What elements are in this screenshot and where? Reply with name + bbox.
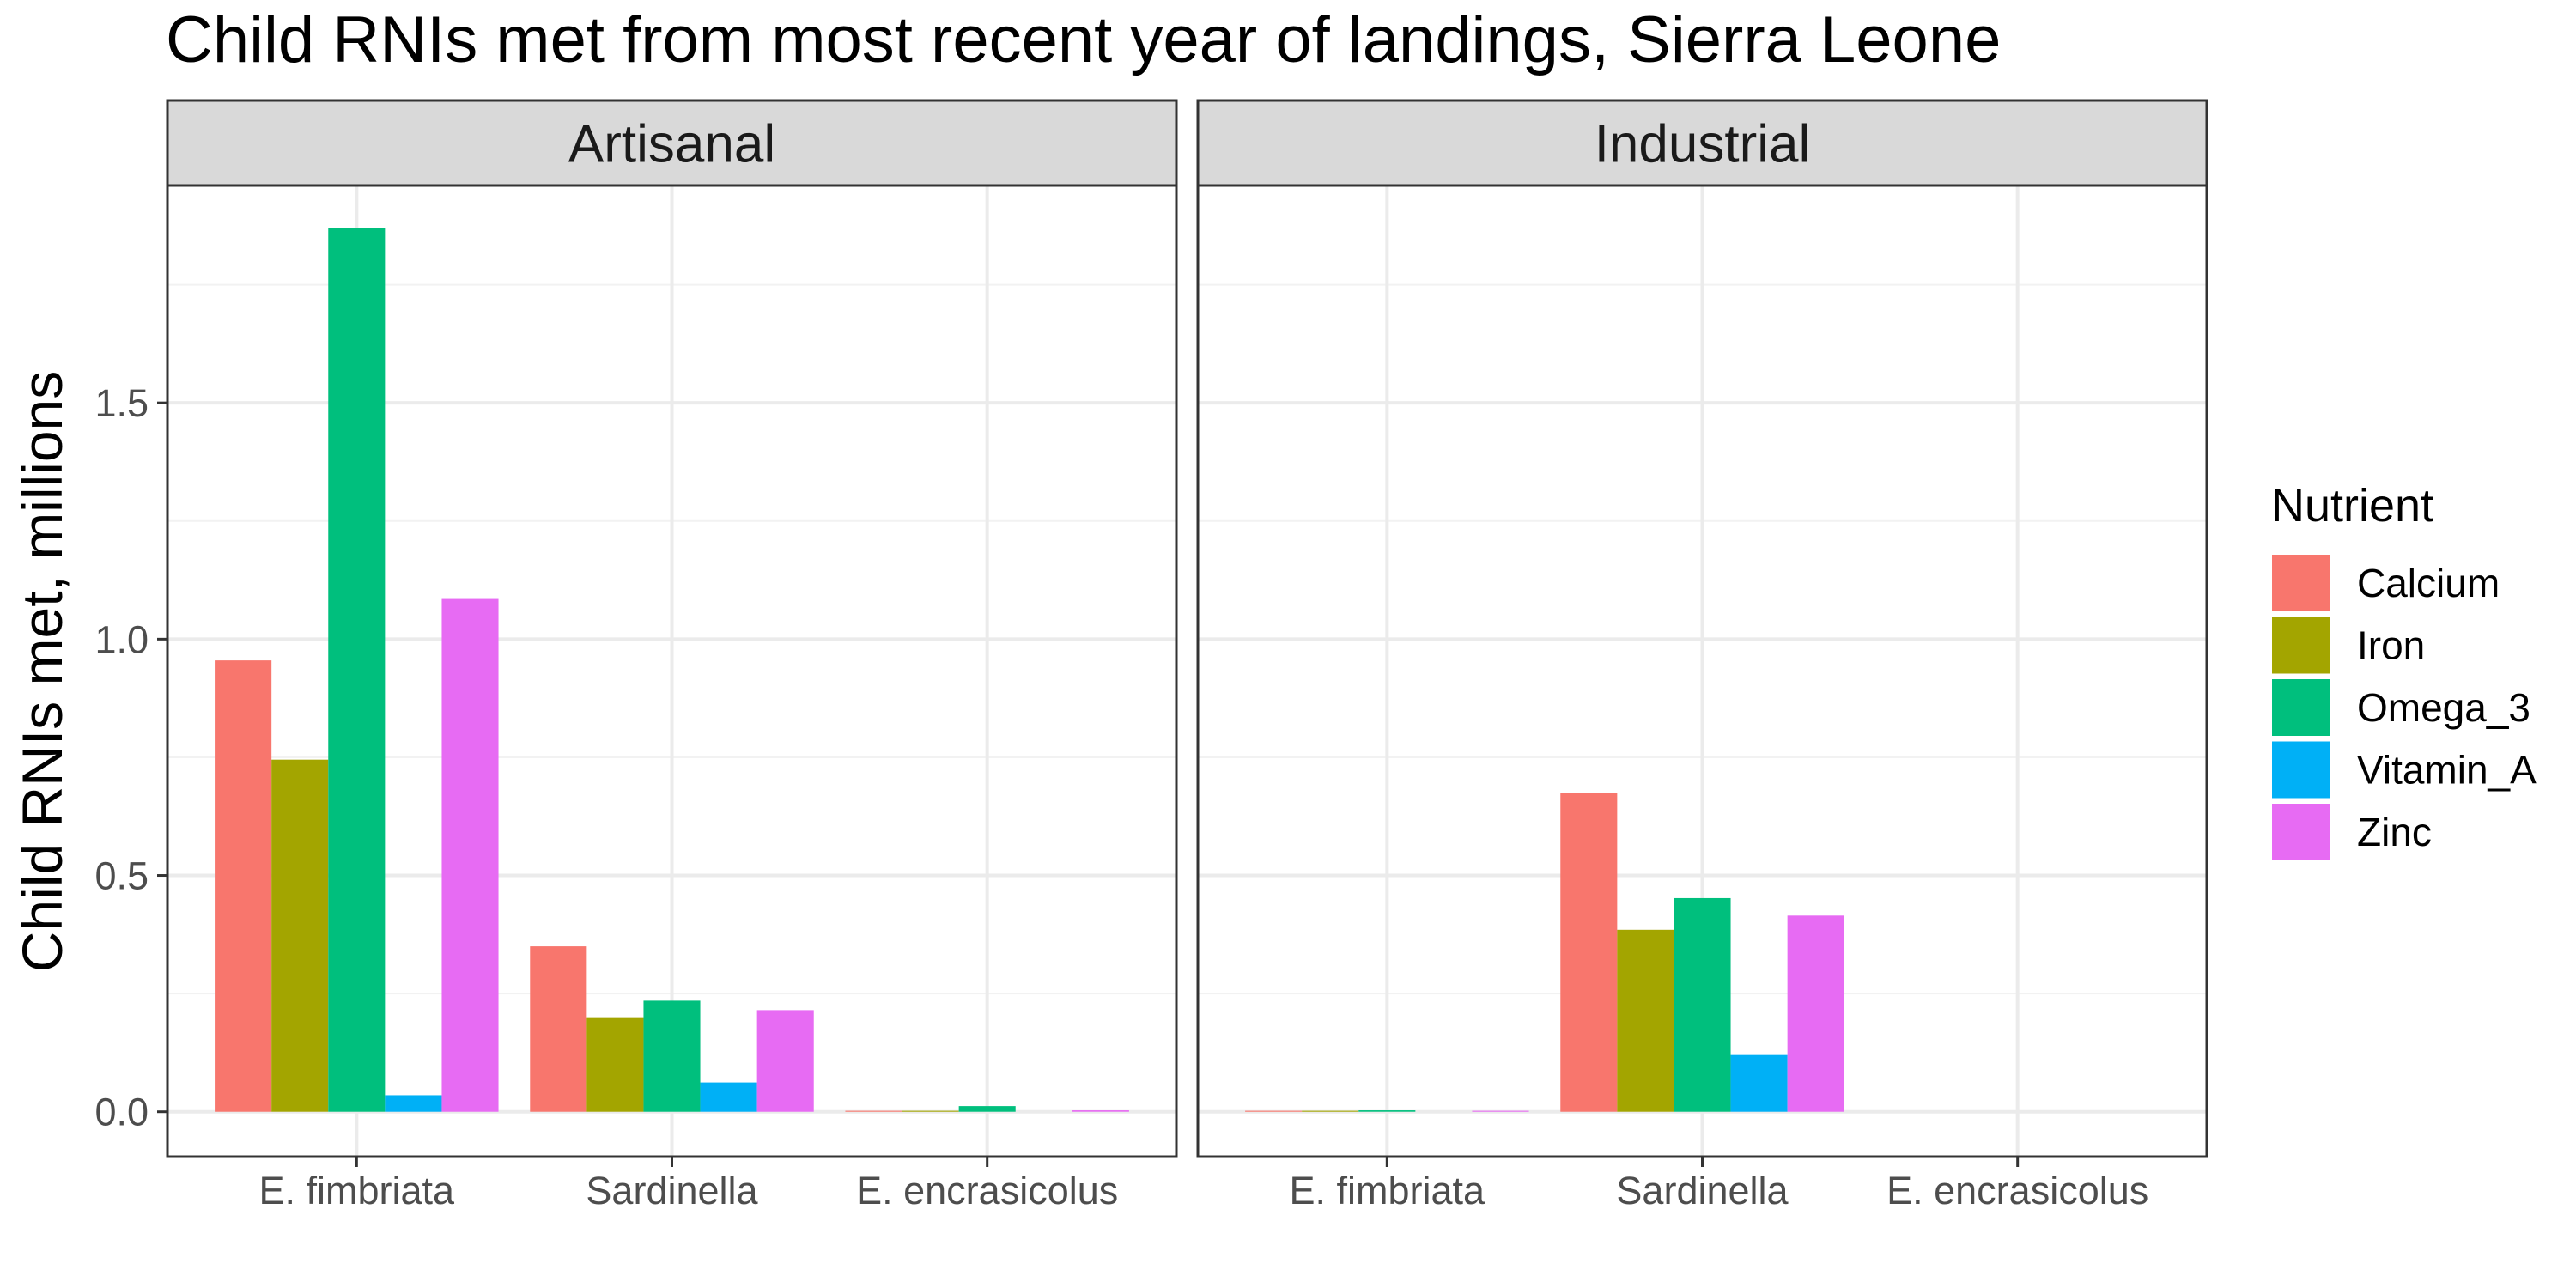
y-axis-title: Child RNIs met, millions [10,371,74,972]
bar-artisanal-e-fimbriata-calcium [215,660,272,1112]
x-tick-label-e-encrasicolus: E. encrasicolus [1886,1169,2148,1212]
bar-artisanal-e-encrasicolus-zinc [1072,1110,1129,1112]
bar-artisanal-e-fimbriata-omega-3 [328,228,386,1112]
strip-artisanal [166,99,1178,187]
bar-artisanal-sardinella-iron [586,1017,644,1112]
bar-artisanal-e-encrasicolus-calcium [845,1110,902,1112]
legend-label-vitamin-a: Vitamin_A [2357,748,2537,793]
bar-industrial-sardinella-vitamin-a [1730,1054,1788,1112]
legend-title: Nutrient [2271,480,2433,532]
chart-title: Child RNIs met from most recent year of … [166,3,2001,76]
bar-artisanal-sardinella-zinc [756,1010,814,1112]
x-tick-label-sardinella: Sardinella [1616,1169,1789,1212]
panel-industrial: Industrial E. fimbriata Sardinella E. encra… [1196,99,2208,1212]
legend-key-omega-3 [2272,679,2330,736]
x-tick-label-e-encrasicolus: E. encrasicolus [856,1169,1118,1212]
legend-key-zinc [2272,804,2330,860]
y-tick-label: 0.5 [94,854,149,898]
legend-label-omega-3: Omega_3 [2357,685,2530,730]
bar-artisanal-sardinella-calcium [530,946,587,1112]
x-tick-label-sardinella: Sardinella [586,1169,758,1212]
bar-industrial-sardinella-calcium [1560,793,1618,1112]
legend-label-calcium: Calcium [2357,561,2500,605]
bar-artisanal-sardinella-omega-3 [643,1000,701,1112]
legend-key-vitamin-a [2272,741,2330,799]
y-tick-label: 1.0 [94,617,149,661]
bar-industrial-e-fimbriata-calcium [1245,1110,1303,1112]
bar-artisanal-e-fimbriata-zinc [441,598,499,1112]
bar-industrial-e-fimbriata-iron [1302,1110,1359,1112]
legend: Nutrient Calcium Iron Omega_3 Vitamin_A Zinc [2271,480,2537,860]
bar-industrial-e-fimbriata-zinc [1472,1110,1529,1112]
bar-artisanal-sardinella-vitamin-a [700,1082,757,1112]
bar-industrial-sardinella-zinc [1787,915,1844,1112]
y-tick-label: 1.5 [94,381,149,425]
facet-panels: Artisanal E. fimbriata Sardinella E. encras… [94,99,2208,1212]
legend-key-calcium [2272,555,2330,611]
legend-key-iron [2272,617,2330,674]
bar-industrial-sardinella-omega-3 [1674,897,1731,1112]
bar-industrial-sardinella-iron [1617,929,1674,1112]
y-tick-label: 0.0 [94,1091,149,1134]
x-tick-label-e-fimbriata: E. fimbriata [1290,1169,1486,1212]
strip-industrial [1196,99,2208,187]
strip-label-artisanal: Artisanal [568,115,775,174]
legend-label-iron: Iron [2357,623,2425,668]
bar-artisanal-e-encrasicolus-omega-3 [958,1106,1016,1112]
bar-artisanal-e-fimbriata-vitamin-a [385,1095,442,1112]
panel-artisanal: Artisanal E. fimbriata Sardinella E. encras… [94,99,1178,1212]
bar-industrial-e-fimbriata-omega-3 [1358,1110,1416,1112]
x-tick-label-e-fimbriata: E. fimbriata [259,1169,456,1212]
legend-label-zinc: Zinc [2357,810,2432,854]
bar-artisanal-e-encrasicolus-iron [902,1110,959,1112]
strip-label-industrial: Industrial [1595,115,1811,174]
bar-artisanal-e-fimbriata-iron [271,759,329,1112]
